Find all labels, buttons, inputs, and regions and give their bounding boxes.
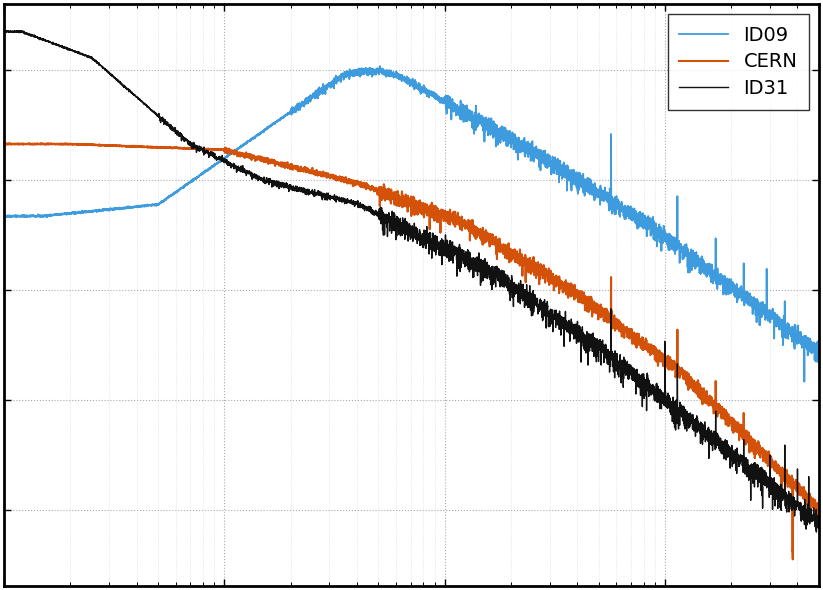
ID09 [0, 212, 9, 219]
CERN [310, 168, 320, 175]
ID31 [6, 27, 16, 34]
CERN [488, 231, 498, 238]
Line: ID31: ID31 [4, 31, 819, 532]
ID09 [669, 244, 679, 251]
ID31 [488, 277, 498, 284]
CERN [147, 144, 157, 151]
CERN [788, 556, 797, 563]
ID09 [147, 201, 157, 208]
CERN [35, 140, 45, 147]
ID09 [799, 378, 809, 385]
Line: CERN: CERN [4, 143, 819, 559]
ID31 [0, 28, 9, 35]
CERN [607, 317, 617, 324]
ID31 [669, 407, 679, 414]
CERN [814, 503, 823, 510]
ID31 [529, 304, 539, 311]
ID09 [607, 201, 617, 208]
CERN [529, 271, 539, 278]
CERN [669, 361, 679, 368]
ID31 [607, 355, 617, 362]
ID09 [374, 63, 384, 70]
ID09 [488, 125, 498, 132]
ID31 [310, 192, 320, 199]
Legend: ID09, CERN, ID31: ID09, CERN, ID31 [667, 14, 809, 110]
ID09 [310, 88, 320, 95]
ID31 [811, 529, 821, 536]
ID09 [529, 146, 539, 153]
Line: ID09: ID09 [4, 66, 819, 382]
CERN [0, 140, 9, 148]
ID09 [814, 352, 823, 359]
ID31 [147, 107, 157, 114]
ID31 [814, 520, 823, 527]
